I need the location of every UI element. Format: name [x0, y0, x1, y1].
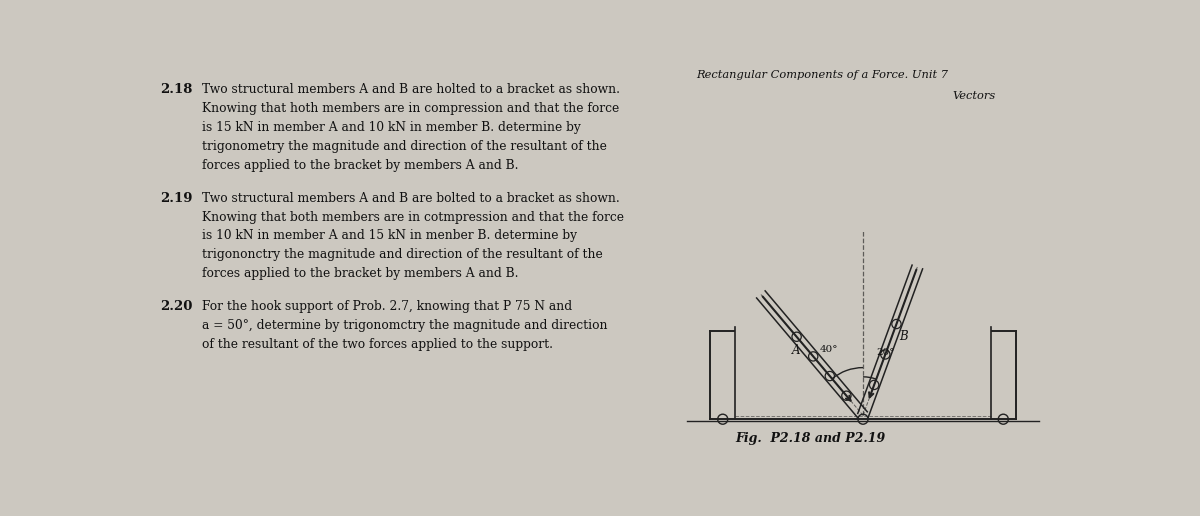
Text: Rectangular Components of a Force. Unit 7: Rectangular Components of a Force. Unit … — [696, 70, 948, 80]
Text: a = 50°, determine by trigonomctry the magnitude and direction: a = 50°, determine by trigonomctry the m… — [202, 319, 607, 332]
Text: forces applied to the bracket by members A and B.: forces applied to the bracket by members… — [202, 267, 518, 280]
Text: Knowing that hoth members are in compression and that the force: Knowing that hoth members are in compres… — [202, 102, 619, 116]
Text: 2.20: 2.20 — [160, 300, 192, 313]
Text: of the resultant of the two forces applied to the support.: of the resultant of the two forces appli… — [202, 337, 553, 350]
Text: Fig.  P2.18 and P2.19: Fig. P2.18 and P2.19 — [736, 432, 886, 445]
Text: B: B — [899, 330, 907, 343]
Text: Knowing that both members are in cotmpression and that the force: Knowing that both members are in cotmpre… — [202, 211, 624, 223]
Text: 40°: 40° — [820, 345, 838, 353]
Text: A: A — [792, 345, 800, 358]
Text: trigononctry the magnitude and direction of the resultant of the: trigononctry the magnitude and direction… — [202, 248, 602, 261]
Text: Vectors: Vectors — [952, 91, 995, 101]
Text: 2.19: 2.19 — [160, 191, 192, 205]
Text: is 10 kN in member A and 15 kN in menber B. determine by: is 10 kN in member A and 15 kN in menber… — [202, 230, 577, 243]
Text: forces applied to the bracket by members A and B.: forces applied to the bracket by members… — [202, 159, 518, 172]
Text: Two structural members A and B are holted to a bracket as shown.: Two structural members A and B are holte… — [202, 84, 620, 96]
Text: 20°: 20° — [876, 348, 895, 357]
Text: is 15 kN in member A and 10 kN in member B. determine by: is 15 kN in member A and 10 kN in member… — [202, 121, 581, 134]
Text: Two structural members A and B are bolted to a bracket as shown.: Two structural members A and B are bolte… — [202, 191, 619, 205]
Text: 2.18: 2.18 — [160, 84, 192, 96]
Text: For the hook support of Prob. 2.7, knowing that P 75 N and: For the hook support of Prob. 2.7, knowi… — [202, 300, 572, 313]
Text: trigonometry the magnitude and direction of the resultant of the: trigonometry the magnitude and direction… — [202, 140, 607, 153]
